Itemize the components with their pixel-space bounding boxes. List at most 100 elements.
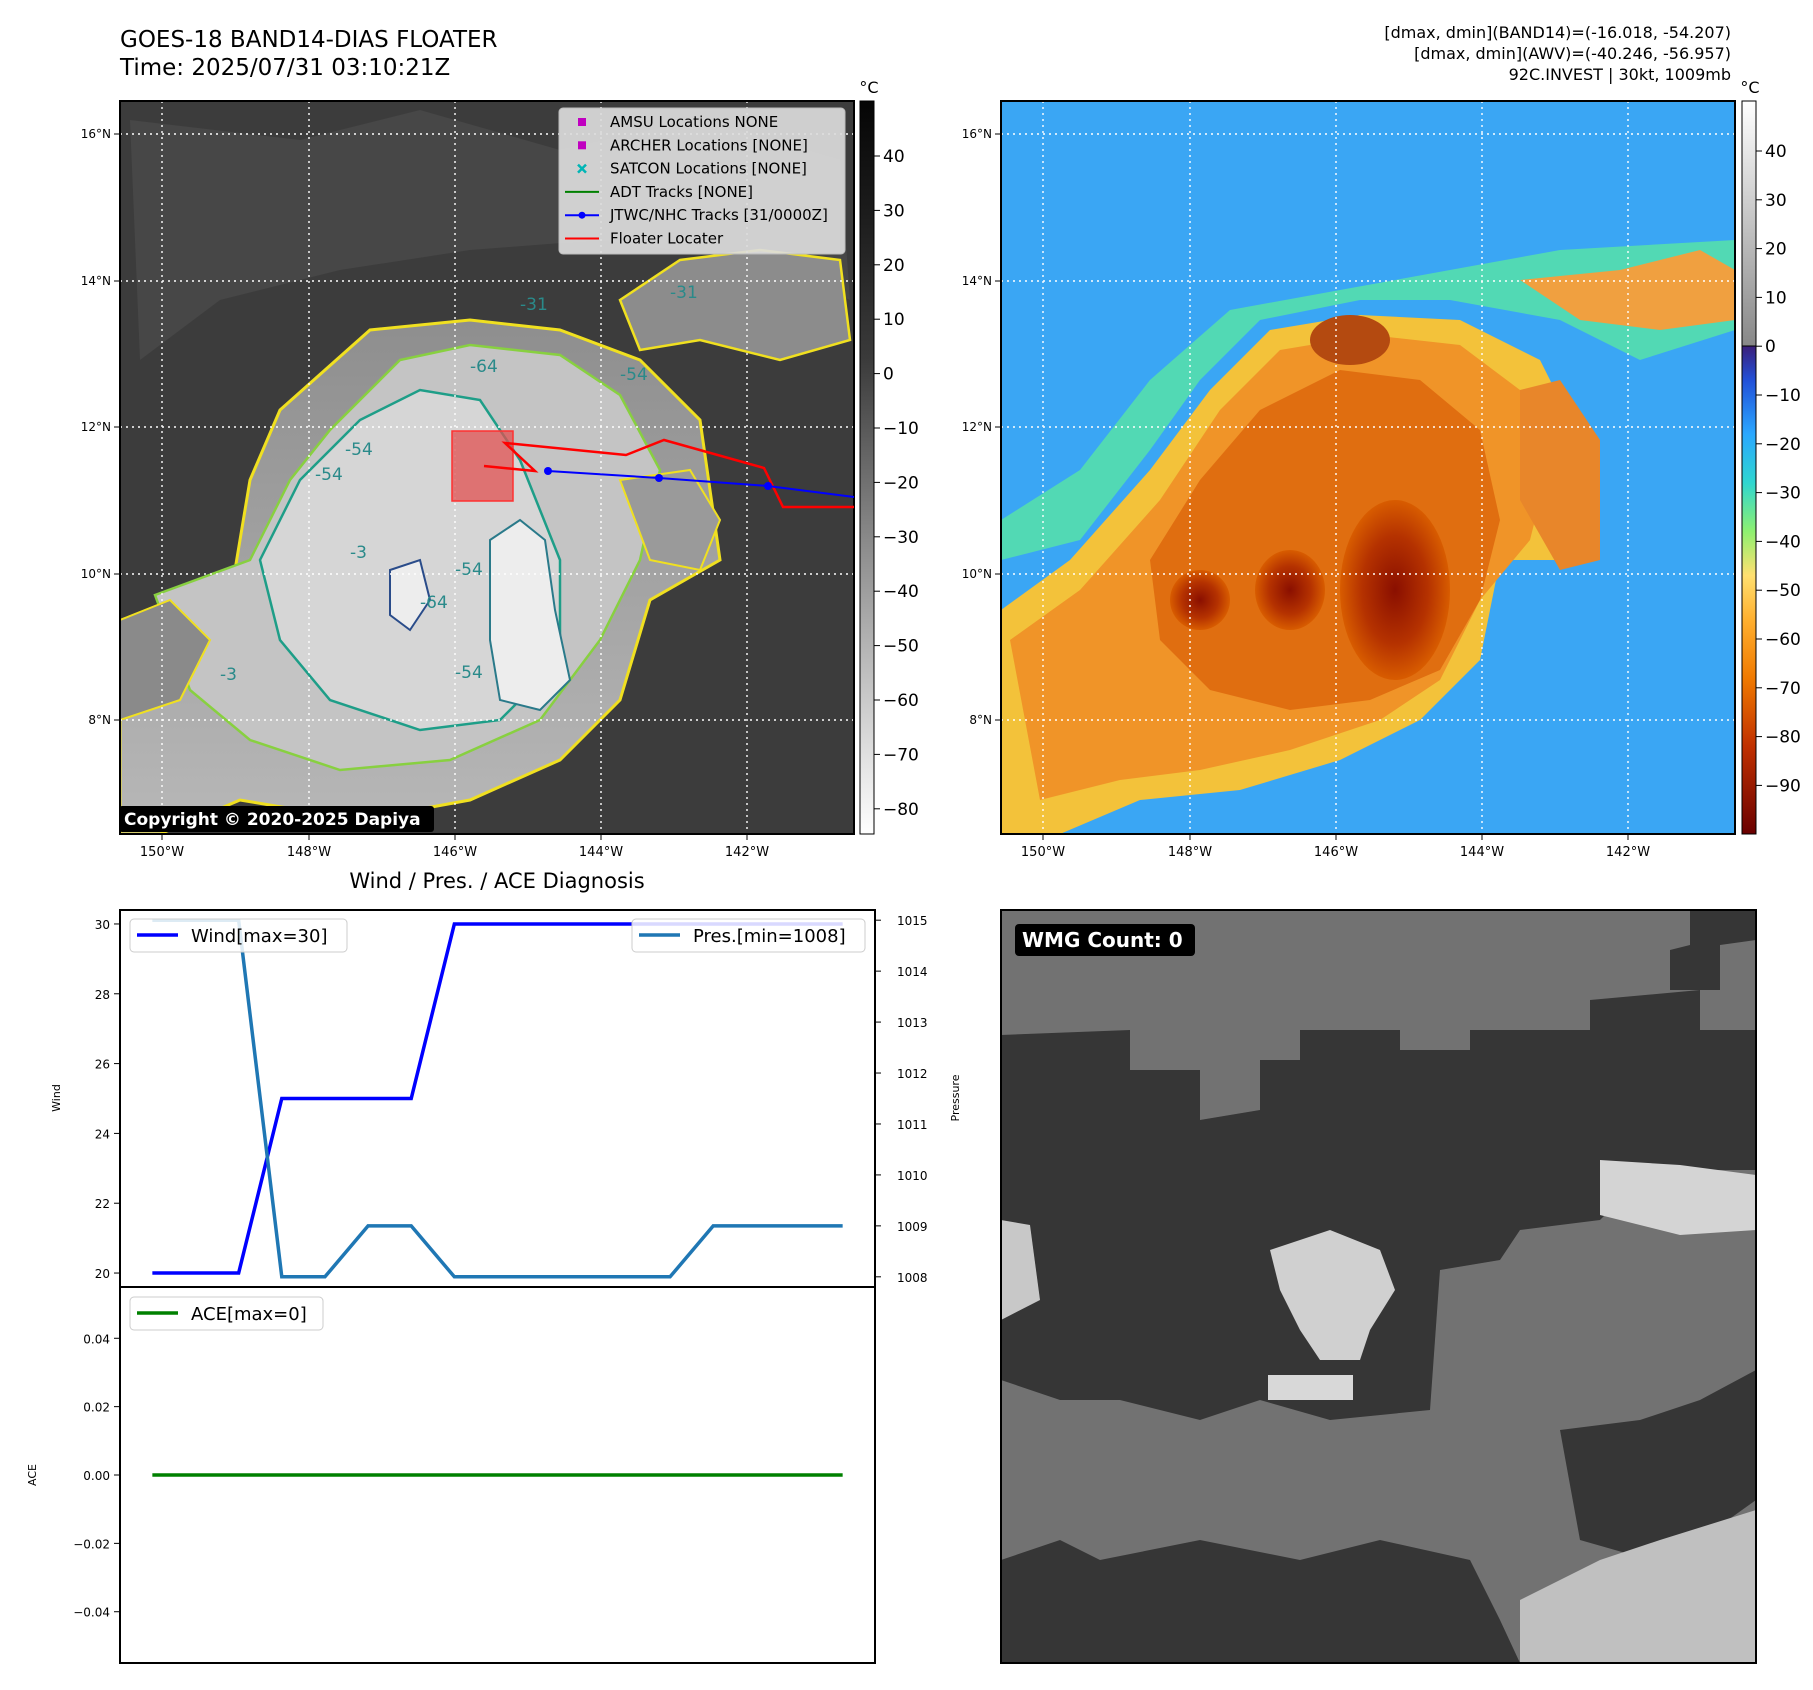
floater-box xyxy=(451,430,514,502)
awv-colorbar-ticks: 40 30 20 10 0 −10 −20 −30 −40 −50 −60 −70 −80 −90 xyxy=(1756,142,1801,796)
wmg-dark-region xyxy=(1001,990,1756,1420)
lon-tick-label: 150°W xyxy=(1021,845,1065,860)
colorbar-tick-label: 20 xyxy=(1765,240,1787,260)
colorbar-tick-label: 40 xyxy=(1765,142,1787,162)
lat-tick-label: 16°N xyxy=(962,127,992,141)
awv-gridlines: 150°W 148°W 146°W 144°W 142°W 16°N 14°N 12°N 10°… xyxy=(962,101,1735,860)
ace-ticks: 0.04 0.02 0.00 −0.02 −0.04 xyxy=(73,1332,120,1620)
pressure-axis-label: Pressure xyxy=(949,1074,962,1121)
awv-panel: 150°W 148°W 146°W 144°W 142°W16°N14°N12°N10°… xyxy=(962,78,1801,860)
pressure-tick-label: 1015 xyxy=(897,914,928,928)
wind-tick-label: 26 xyxy=(95,1058,110,1072)
legend-marker-square xyxy=(578,118,586,126)
wind-tick-label: 20 xyxy=(95,1267,110,1281)
contour-label: -54 xyxy=(455,560,483,580)
ir-colorbar xyxy=(859,100,875,835)
colorbar-tick-label: 10 xyxy=(1765,288,1787,308)
ace-tick-label: −0.04 xyxy=(73,1606,110,1620)
colorbar-tick-label: −10 xyxy=(883,419,919,439)
colorbar-tick-label: 10 xyxy=(883,310,905,330)
ace-tick-label: 0.00 xyxy=(83,1469,110,1483)
legend-marker-dot xyxy=(578,211,586,219)
lon-tick-label: 144°W xyxy=(579,845,623,860)
contour-label: -54 xyxy=(455,663,483,683)
awv-ne-cells xyxy=(1520,250,1735,330)
contour-label: -31 xyxy=(670,283,698,303)
pressure-tick-label: 1012 xyxy=(897,1067,928,1081)
colorbar-tick-label: 0 xyxy=(883,365,894,385)
wind-ticks: 30 28 26 24 22 20 xyxy=(95,918,120,1281)
colorbar-tick-label: 30 xyxy=(1765,191,1787,211)
legend-label: SATCON Locations [NONE] xyxy=(610,160,807,178)
lon-tick-label: 146°W xyxy=(433,845,477,860)
ace-legend-box xyxy=(129,1296,324,1331)
colorbar-tick-label: −10 xyxy=(1765,386,1801,406)
colorbar-tick-label: −80 xyxy=(883,800,919,820)
copyright-text: Copyright © 2020-2025 Dapiya xyxy=(124,810,421,830)
awv-colorbar-unit: °C xyxy=(1740,78,1759,97)
ir-gridlines: 150°W 148°W 146°W 144°W 142°W 16°N 14°N 12°N 10°… xyxy=(81,101,854,860)
awv-colorbar-negative xyxy=(1741,345,1757,835)
info-awv-range: [dmax, dmin](AWV)=(-40.246, -56.957) xyxy=(1414,44,1731,63)
contour-label: -54 xyxy=(620,365,648,385)
lon-tick-label: 146°W xyxy=(1314,845,1358,860)
awv-colorbar-positive xyxy=(1741,100,1757,347)
colorbar-tick-label: −50 xyxy=(1765,581,1801,601)
colorbar-tick-label: −70 xyxy=(1765,679,1801,699)
colorbar-tick-label: −20 xyxy=(883,473,919,493)
ir-cloud-cell-e xyxy=(618,468,722,572)
ir-contour-labels: -64-54-54-54-54-64-3-31-31-3 -54 xyxy=(220,283,698,685)
title-time: Time: 2025/07/31 03:10:21Z xyxy=(120,55,451,81)
pres-legend-label: Pres.[min=1008] xyxy=(693,926,846,947)
jtwc-nhc-track xyxy=(547,470,855,498)
lat-tick-label: 8°N xyxy=(969,713,992,727)
legend-label: ARCHER Locations [NONE] xyxy=(610,136,808,154)
lat-tick-label: 12°N xyxy=(962,420,992,434)
pressure-tick-label: 1009 xyxy=(897,1220,928,1234)
contour-label: -64 xyxy=(420,593,448,613)
colorbar-tick-label: −90 xyxy=(1765,776,1801,796)
pressure-tick-label: 1008 xyxy=(897,1271,928,1285)
wmg-count-badge: WMG Count: 0 xyxy=(1022,928,1183,952)
pres-legend-box xyxy=(631,918,866,953)
legend-label: JTWC/NHC Tracks [31/0000Z] xyxy=(609,206,828,224)
ir-frame xyxy=(119,100,855,835)
lon-tick-label: 148°W xyxy=(1168,845,1212,860)
wmg-light-bar xyxy=(1268,1375,1353,1400)
wind-tick-label: 24 xyxy=(95,1127,110,1141)
legend-marker-x xyxy=(577,163,587,174)
awv-cold-core-3 xyxy=(1170,570,1230,630)
contour-label: -3 xyxy=(220,665,237,685)
lon-tick-label: 144°W xyxy=(1460,845,1504,860)
wind-axis-label: Wind xyxy=(50,1084,63,1112)
colorbar-tick-label: −30 xyxy=(883,528,919,548)
colorbar-tick-label: −20 xyxy=(1765,435,1801,455)
awv-cold-core-4 xyxy=(1310,315,1390,365)
ir-cold-core-2 xyxy=(389,558,432,632)
awv-frame xyxy=(1000,100,1736,835)
contour-label: -54 xyxy=(345,440,373,460)
colorbar-tick-label: −60 xyxy=(1765,630,1801,650)
wind-pres-axes xyxy=(119,909,876,1288)
lat-tick-label: 14°N xyxy=(81,274,111,288)
pressure-tick-label: 1010 xyxy=(897,1169,928,1183)
ace-axis-label: ACE xyxy=(26,1464,39,1486)
colorbar-tick-label: 30 xyxy=(883,201,905,221)
wmg-light-patch-e xyxy=(1600,1160,1756,1235)
ir-panel: 150°W 148°W 146°W 144°W 142°W16°N14°N12°N10°… xyxy=(81,78,919,860)
pressure-tick-label: 1014 xyxy=(897,965,928,979)
lat-tick-label: 16°N xyxy=(81,127,111,141)
wmg-light-patch-w xyxy=(1001,1220,1040,1320)
wmg-light-patch xyxy=(1270,1230,1395,1360)
jtwc-track-point xyxy=(544,467,552,475)
wind-tick-label: 22 xyxy=(95,1197,110,1211)
awv-image xyxy=(1001,101,1735,834)
awv-cold-core-1 xyxy=(1340,500,1450,680)
diag-title: Wind / Pres. / ACE Diagnosis xyxy=(349,869,644,893)
colorbar-tick-label: −60 xyxy=(883,691,919,711)
colorbar-tick-label: 40 xyxy=(883,147,905,167)
wmg-badge-box xyxy=(1015,924,1195,956)
title-product: GOES-18 BAND14-DIAS FLOATER xyxy=(120,27,498,53)
wmg-blocks xyxy=(1001,910,1756,1663)
